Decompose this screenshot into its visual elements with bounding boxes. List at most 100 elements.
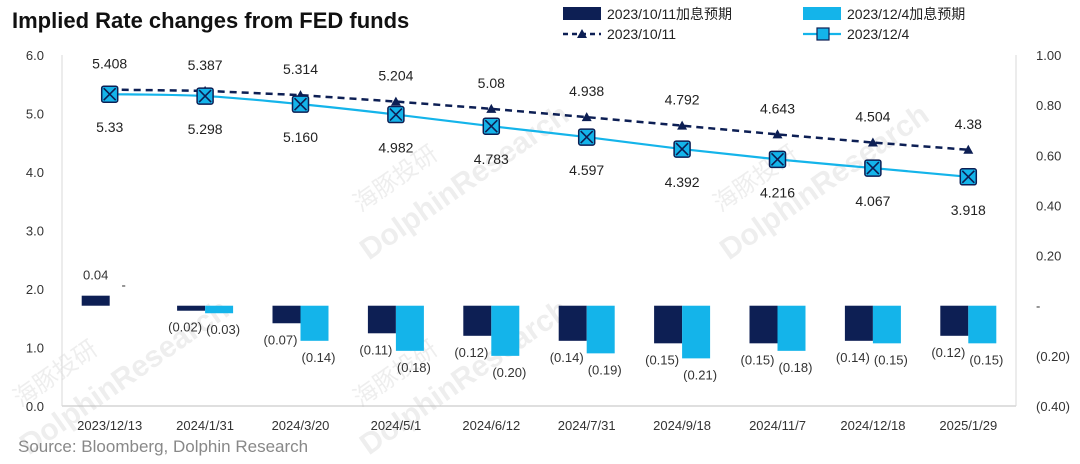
bar	[491, 305, 520, 356]
bar-data-label: (0.15)	[741, 352, 775, 367]
line-data-label: 5.33	[96, 119, 123, 135]
line-data-label: 4.067	[855, 193, 890, 209]
line-marker-cross	[103, 87, 117, 101]
line-data-label: 4.216	[760, 184, 795, 200]
right-axis-tick-label: 0.40	[1036, 198, 1061, 213]
bar	[300, 305, 329, 341]
legend-label: 2023/12/4加息预期	[847, 6, 965, 22]
bar	[81, 295, 110, 306]
line-data-label: 5.204	[378, 68, 413, 84]
legend-swatch-bar-2023-12-4	[803, 7, 841, 20]
right-axis-tick-label: (0.40)	[1036, 399, 1070, 414]
line-marker-cross	[198, 89, 212, 103]
legend-label: 2023/10/11	[607, 26, 676, 42]
bar-data-label: (0.20)	[492, 365, 526, 380]
left-axis-tick-label: 3.0	[26, 224, 44, 239]
line-marker-cross	[675, 142, 689, 156]
x-axis-tick-label: 2024/11/7	[749, 418, 806, 433]
line-data-label: 4.783	[474, 151, 509, 167]
line-data-label: 5.08	[478, 75, 505, 91]
right-axis-tick-label: 0.80	[1036, 98, 1061, 113]
bar-data-label: (0.15)	[874, 352, 908, 367]
line-data-label: 5.160	[283, 129, 318, 145]
bar	[968, 305, 997, 344]
bar-data-label: (0.14)	[836, 350, 870, 365]
bar	[844, 305, 873, 341]
right-axis-tick-label: (0.20)	[1036, 349, 1070, 364]
x-axis-tick-label: 2024/3/20	[272, 418, 330, 433]
bar-data-label: (0.21)	[683, 367, 717, 382]
left-axis-tick-label: 1.0	[26, 341, 44, 356]
line-data-label: 4.38	[955, 116, 982, 132]
x-axis-tick-label: 2024/6/12	[462, 418, 520, 433]
bar	[682, 305, 711, 359]
legend-label: 2023/12/4	[847, 26, 909, 42]
line-data-label: 4.792	[665, 92, 700, 108]
line-data-label: 4.938	[569, 83, 604, 99]
bar	[777, 305, 806, 351]
legend-swatch-bar-2023-10-11	[563, 7, 601, 20]
line-marker-cross	[770, 152, 785, 166]
bar-data-label: (0.11)	[359, 342, 392, 357]
line-data-label: 3.918	[951, 202, 986, 218]
left-axis-tick-label: 2.0	[26, 282, 44, 297]
x-axis-tick-label: 2024/5/1	[371, 418, 422, 433]
bar-data-label: (0.18)	[779, 360, 813, 375]
bar	[395, 305, 424, 351]
x-axis-tick-label: 2024/9/18	[653, 418, 711, 433]
bar	[940, 305, 969, 336]
line-marker-cross	[293, 97, 308, 111]
x-axis-tick-label: 2024/12/18	[840, 418, 905, 433]
bar	[177, 305, 206, 311]
bar	[463, 305, 492, 336]
legend-label: 2023/10/11加息预期	[607, 6, 732, 22]
legend-marker-triangle	[577, 29, 587, 38]
x-axis-tick-label: 2025/1/29	[939, 418, 997, 433]
line-data-label: 5.314	[283, 61, 318, 77]
chart-title: Implied Rate changes from FED funds	[12, 8, 410, 33]
bar-data-label: (0.07)	[264, 332, 298, 347]
bar	[586, 305, 615, 354]
bar	[749, 305, 778, 344]
line-marker-triangle	[486, 103, 497, 113]
line-marker-triangle	[772, 129, 783, 139]
line-marker-cross	[866, 161, 880, 175]
line-data-label: 5.387	[188, 57, 223, 73]
line-data-label: 4.504	[855, 109, 890, 125]
bar-data-label: (0.14)	[302, 350, 336, 365]
bar-data-label: 0.04	[83, 268, 108, 283]
line-series-2023-12-4	[109, 93, 969, 178]
line-data-label: 4.597	[569, 162, 604, 178]
bar-data-label: (0.12)	[454, 345, 488, 360]
right-axis-tick-label: 0.60	[1036, 148, 1061, 163]
bar-data-label: (0.12)	[931, 345, 965, 360]
bar-data-label: (0.03)	[206, 322, 240, 337]
line-marker-triangle	[867, 137, 878, 147]
bar-data-label: (0.18)	[397, 360, 431, 375]
left-axis-tick-label: 6.0	[26, 48, 44, 63]
line-marker-cross	[961, 170, 975, 184]
right-axis-tick-label: 0.20	[1036, 249, 1061, 264]
line-marker-cross	[484, 119, 498, 133]
bar	[272, 305, 301, 324]
bar-data-label: (0.14)	[550, 350, 584, 365]
line-marker-cross	[389, 107, 403, 122]
x-axis-tick-label: 2024/1/31	[176, 418, 234, 433]
left-axis-tick-label: 4.0	[26, 165, 44, 180]
bar-data-label: (0.19)	[588, 362, 622, 377]
line-marker-triangle	[581, 112, 592, 122]
legend-marker-square	[816, 27, 830, 41]
line-marker-triangle	[390, 96, 401, 106]
line-marker-cross	[580, 130, 594, 144]
bar-data-label: (0.02)	[168, 320, 202, 335]
left-axis-tick-label: 5.0	[26, 107, 44, 122]
line-marker-triangle	[963, 144, 974, 154]
bar-data-label: (0.15)	[645, 352, 679, 367]
bar	[558, 305, 587, 341]
line-marker-triangle	[677, 120, 688, 130]
bar	[367, 305, 396, 334]
line-data-label: 4.643	[760, 100, 795, 116]
